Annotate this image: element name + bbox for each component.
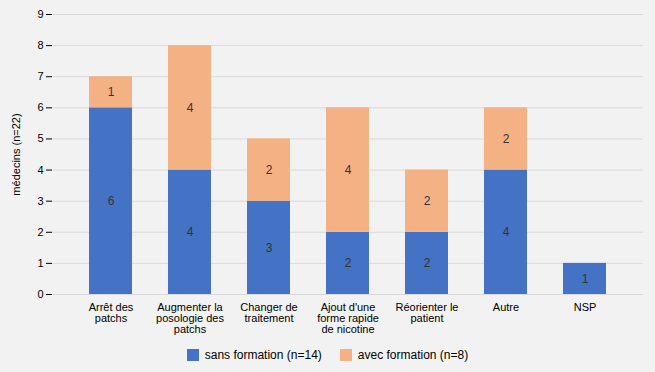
- svg-text:NSP: NSP: [574, 301, 597, 313]
- svg-text:4: 4: [187, 225, 194, 239]
- svg-text:1: 1: [582, 272, 589, 286]
- svg-text:0: 0: [37, 288, 43, 300]
- svg-text:2: 2: [37, 226, 43, 238]
- svg-text:5: 5: [37, 132, 43, 144]
- svg-text:6: 6: [37, 101, 43, 113]
- svg-text:3: 3: [37, 195, 43, 207]
- svg-text:4: 4: [37, 164, 43, 176]
- svg-text:7: 7: [37, 70, 43, 82]
- svg-text:3: 3: [266, 241, 273, 255]
- svg-text:Autre: Autre: [493, 301, 519, 313]
- svg-text:Ajout d'uneforme rapidede nico: Ajout d'uneforme rapidede nicotine: [317, 301, 379, 335]
- svg-text:médecins (n=22): médecins (n=22): [10, 113, 22, 195]
- svg-text:2: 2: [424, 194, 431, 208]
- svg-text:4: 4: [503, 225, 510, 239]
- svg-text:8: 8: [37, 39, 43, 51]
- svg-text:2: 2: [266, 163, 273, 177]
- svg-text:9: 9: [37, 8, 43, 20]
- svg-text:1: 1: [108, 85, 115, 99]
- svg-text:Arrêt despatchs: Arrêt despatchs: [89, 301, 134, 324]
- svg-text:Changer detraitement: Changer detraitement: [240, 301, 298, 324]
- svg-text:4: 4: [187, 101, 194, 115]
- svg-text:Augmenter laposologie despatch: Augmenter laposologie despatchs: [156, 301, 224, 335]
- svg-text:Réorienter lepatient: Réorienter lepatient: [396, 301, 459, 324]
- html-text:avec formation (n=8): avec formation (n=8): [357, 348, 469, 362]
- svg-text:6: 6: [108, 194, 115, 208]
- svg-text:1: 1: [37, 257, 43, 269]
- html-text:sans formation (n=14): sans formation (n=14): [204, 348, 322, 362]
- svg-text:2: 2: [424, 256, 431, 270]
- svg-text:2: 2: [345, 256, 352, 270]
- svg-text:4: 4: [345, 163, 352, 177]
- svg-text:2: 2: [503, 132, 510, 146]
